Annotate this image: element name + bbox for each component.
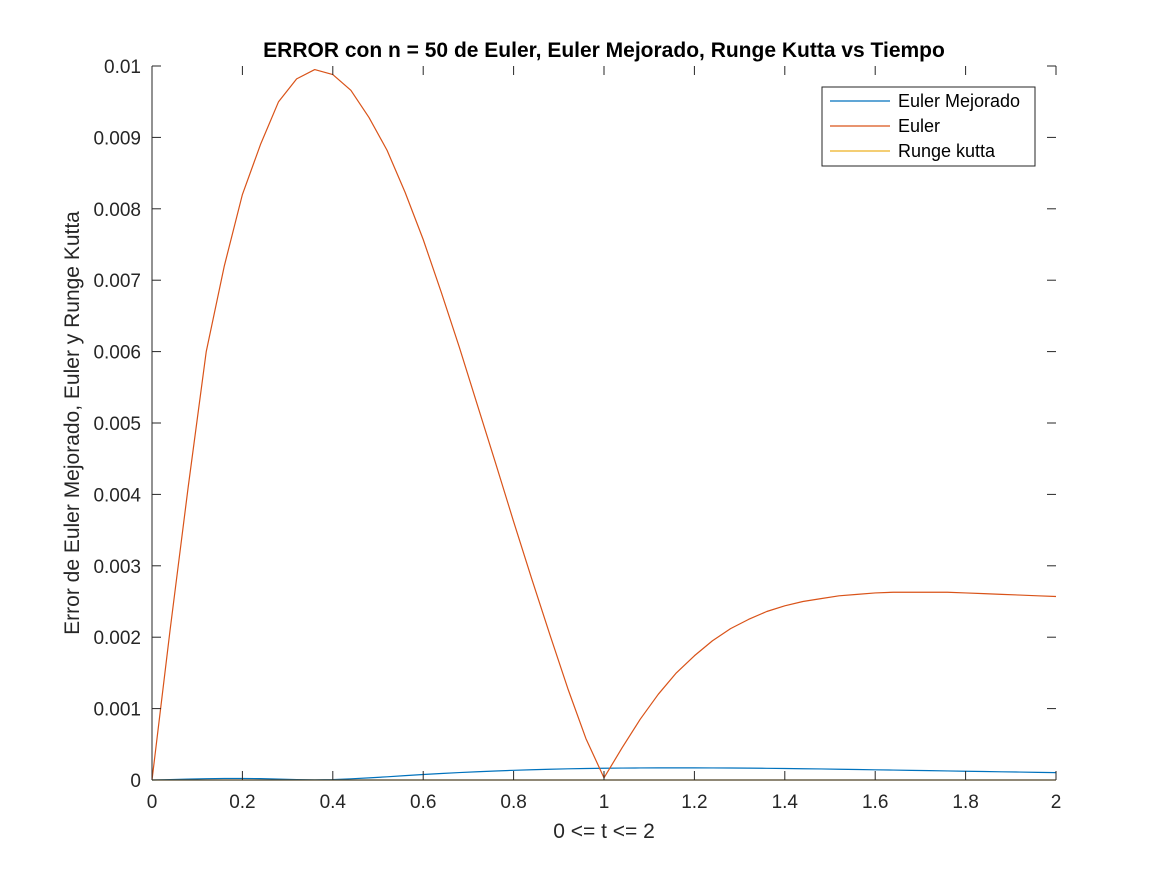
x-tick-label: 1 (599, 792, 610, 813)
y-tick-label: 0.01 (104, 57, 141, 78)
x-tick-label: 1.6 (862, 792, 888, 813)
legend-entry: Runge kutta (898, 141, 996, 161)
y-tick-label: 0.007 (93, 271, 141, 292)
y-tick-label: 0.005 (93, 414, 141, 435)
x-tick-label: 1.8 (952, 792, 978, 813)
x-tick-label: 0 (147, 792, 158, 813)
y-ticks: 0 0.001 0.002 0.003 0.004 0.005 0.006 0.007 0.00… (93, 57, 1056, 792)
y-tick-label: 0.003 (93, 557, 141, 578)
x-tick-label: 1.2 (681, 792, 707, 813)
y-tick-label: 0.009 (93, 128, 141, 149)
x-tick-label: 2 (1051, 792, 1062, 813)
chart-title: ERROR con n = 50 de Euler, Euler Mejorad… (263, 39, 945, 62)
y-tick-label: 0.002 (93, 628, 141, 649)
x-tick-label: 0.4 (320, 792, 347, 813)
x-axis-label: 0 <= t <= 2 (553, 820, 655, 843)
x-tick-label: 0.2 (229, 792, 255, 813)
legend: Euler Mejorado Euler Runge kutta (821, 86, 1036, 167)
y-tick-label: 0 (130, 771, 141, 792)
y-tick-label: 0.004 (93, 485, 141, 506)
x-ticks: 0 0.2 0.4 0.6 0.8 1 1.2 1.4 1.6 1.8 2 (147, 66, 1062, 813)
y-tick-label: 0.006 (93, 343, 141, 364)
y-tick-label: 0.001 (93, 700, 141, 721)
legend-entry: Euler Mejorado (898, 91, 1020, 111)
y-axis-label: Error de Euler Mejorado, Euler y Runge K… (61, 211, 84, 635)
plot-area (152, 66, 1056, 780)
legend-entry: Euler (898, 116, 940, 136)
y-tick-label: 0.008 (93, 200, 141, 221)
x-tick-label: 0.6 (410, 792, 436, 813)
x-tick-label: 0.8 (500, 792, 526, 813)
x-tick-label: 1.4 (772, 792, 799, 813)
